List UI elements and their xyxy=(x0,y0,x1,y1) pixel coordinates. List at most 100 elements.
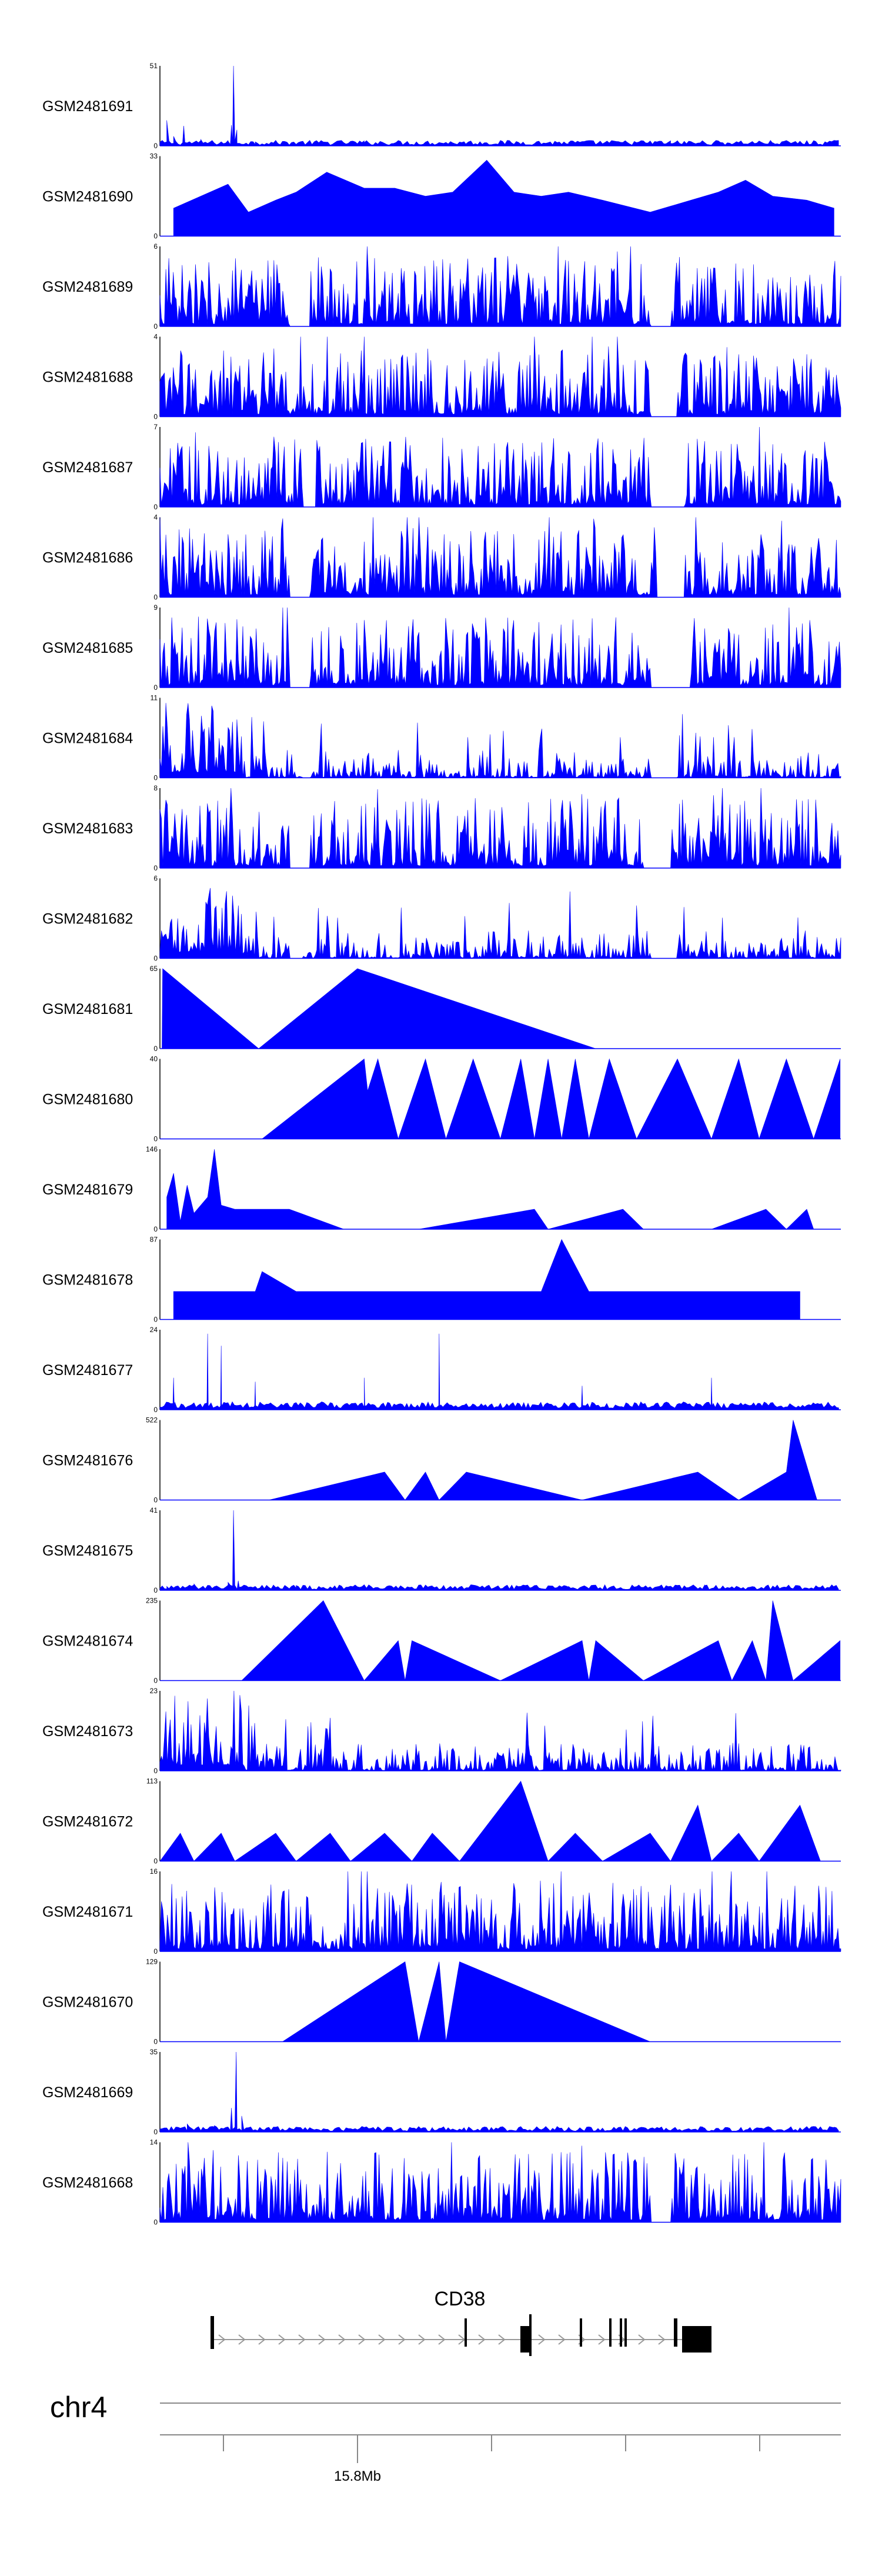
y-max-tick-label: 235 xyxy=(146,1597,158,1605)
y-max-tick-label: 7 xyxy=(153,423,158,431)
intron-arrow xyxy=(278,2334,286,2345)
signal-area xyxy=(159,703,841,778)
y-min-tick-label: 0 xyxy=(153,1406,158,1414)
exon-block xyxy=(682,2326,711,2353)
track-GSM2481676: GSM2481676 522 0 xyxy=(42,1416,841,1504)
track-label: GSM2481676 xyxy=(42,1453,133,1469)
track-GSM2481677: GSM2481677 24 0 xyxy=(42,1326,841,1414)
track-label: GSM2481691 xyxy=(42,98,133,115)
track-GSM2481687: GSM2481687 7 0 xyxy=(42,423,841,511)
y-min-tick-label: 0 xyxy=(153,1045,158,1053)
track-GSM2481671: GSM2481671 16 0 xyxy=(42,1867,841,1956)
y-max-tick-label: 113 xyxy=(146,1777,158,1786)
track-GSM2481670: GSM2481670 129 0 xyxy=(42,1958,841,2046)
intron-arrow xyxy=(418,2334,426,2345)
intron-arrow xyxy=(538,2334,546,2345)
track-GSM2481674: GSM2481674 235 0 xyxy=(42,1597,841,1685)
exon-block xyxy=(674,2318,677,2347)
intron-arrow xyxy=(378,2334,386,2345)
y-max-tick-label: 23 xyxy=(150,1687,158,1695)
track-label: GSM2481679 xyxy=(42,1182,133,1198)
track-GSM2481682: GSM2481682 6 0 xyxy=(42,875,841,963)
track-label: GSM2481685 xyxy=(42,640,133,656)
y-min-tick-label: 0 xyxy=(153,774,158,782)
y-max-tick-label: 35 xyxy=(150,2048,158,2056)
exon-block xyxy=(620,2318,622,2347)
y-min-tick-label: 0 xyxy=(153,1857,158,1866)
y-max-tick-label: 87 xyxy=(150,1236,158,1244)
signal-area xyxy=(269,1420,817,1501)
track-GSM2481681: GSM2481681 65 0 xyxy=(42,965,841,1053)
track-GSM2481684: GSM2481684 11 0 xyxy=(42,694,841,782)
y-max-tick-label: 40 xyxy=(150,1055,158,1063)
intron-arrow xyxy=(358,2334,366,2345)
y-max-tick-label: 11 xyxy=(151,694,158,702)
signal-area xyxy=(162,968,596,1049)
intron-arrow xyxy=(598,2334,606,2345)
track-label: GSM2481675 xyxy=(42,1543,133,1559)
track-label: GSM2481668 xyxy=(42,2175,133,2191)
gene-exons xyxy=(211,2314,711,2356)
signal-area xyxy=(159,1780,821,1862)
intron-arrow xyxy=(478,2334,486,2345)
track-label: GSM2481673 xyxy=(42,1723,133,1740)
y-max-tick-label: 4 xyxy=(153,513,158,522)
y-max-tick-label: 65 xyxy=(150,965,158,973)
y-min-tick-label: 0 xyxy=(153,232,158,241)
y-min-tick-label: 0 xyxy=(153,955,158,963)
signal-area xyxy=(159,2051,839,2133)
intron-arrow xyxy=(558,2334,566,2345)
signal-area xyxy=(159,1871,841,1952)
signal-area xyxy=(241,1600,841,1681)
track-label: GSM2481680 xyxy=(42,1092,133,1108)
signal-area xyxy=(282,1961,650,2042)
y-min-tick-label: 0 xyxy=(153,1586,158,1594)
track-label: GSM2481683 xyxy=(42,820,133,837)
track-GSM2481686: GSM2481686 4 0 xyxy=(42,513,841,602)
y-max-tick-label: 4 xyxy=(153,333,158,341)
track-GSM2481672: GSM2481672 113 0 xyxy=(42,1777,841,1866)
track-label: GSM2481671 xyxy=(42,1904,133,1920)
y-max-tick-label: 16 xyxy=(150,1867,158,1876)
y-min-tick-label: 0 xyxy=(153,1135,158,1143)
track-label: GSM2481674 xyxy=(42,1633,133,1650)
coordinate-ticks xyxy=(223,2435,760,2463)
y-min-tick-label: 0 xyxy=(153,864,158,872)
y-min-tick-label: 0 xyxy=(153,503,158,511)
y-max-tick-label: 33 xyxy=(150,152,158,161)
track-label: GSM2481688 xyxy=(42,369,133,386)
intron-arrow xyxy=(438,2334,446,2345)
gene-model: CD38 xyxy=(211,2288,711,2356)
signal-area xyxy=(159,65,839,146)
track-GSM2481678: GSM2481678 87 0 xyxy=(42,1236,841,1324)
intron-arrow xyxy=(298,2334,306,2345)
y-min-tick-label: 0 xyxy=(153,1225,158,1233)
track-label: GSM2481686 xyxy=(42,550,133,566)
exon-block xyxy=(529,2314,532,2356)
intron-arrow xyxy=(658,2334,666,2345)
chromosome-label: chr4 xyxy=(50,2391,107,2424)
track-label: GSM2481681 xyxy=(42,1001,133,1017)
signal-area xyxy=(166,1149,814,1230)
track-label: GSM2481690 xyxy=(42,189,133,205)
track-label: GSM2481677 xyxy=(42,1362,133,1379)
intron-arrow xyxy=(318,2334,326,2345)
coverage-tracks: GSM2481691510GSM2481690330GSM248168960GS… xyxy=(42,62,841,2227)
track-GSM2481690: GSM2481690 33 0 xyxy=(42,152,841,241)
y-max-tick-label: 6 xyxy=(153,242,158,251)
signal-area xyxy=(173,159,834,236)
track-GSM2481683: GSM2481683 8 0 xyxy=(42,784,841,872)
y-max-tick-label: 6 xyxy=(153,875,158,883)
intron-arrow xyxy=(238,2334,246,2345)
track-label: GSM2481672 xyxy=(42,1814,133,1830)
coordinate-position-label: 15.8Mb xyxy=(334,2468,381,2484)
y-min-tick-label: 0 xyxy=(153,1947,158,1956)
track-GSM2481669: GSM2481669 35 0 xyxy=(42,2048,841,2136)
track-label: GSM2481678 xyxy=(42,1272,133,1289)
signal-area xyxy=(159,426,841,508)
signal-area xyxy=(159,517,841,598)
signal-area xyxy=(159,1690,841,1771)
signal-area xyxy=(159,246,841,327)
intron-arrow xyxy=(498,2334,506,2345)
track-label: GSM2481689 xyxy=(42,279,133,295)
